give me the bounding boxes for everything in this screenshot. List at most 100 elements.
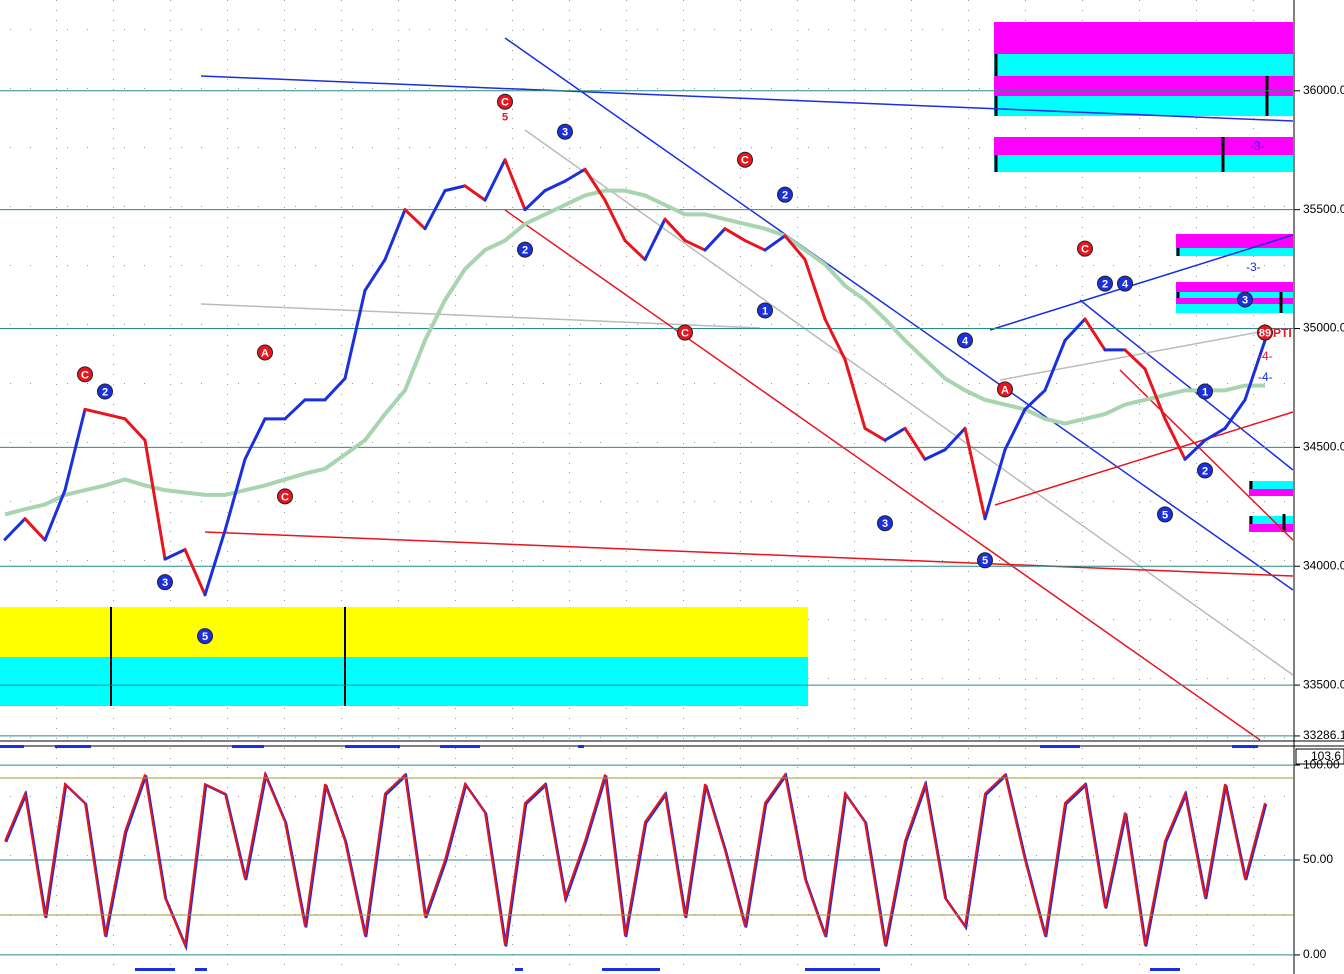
wave-marker xyxy=(277,488,293,505)
price-segment xyxy=(1063,317,1087,342)
price-segment xyxy=(663,217,687,243)
current-value-box xyxy=(1295,748,1344,765)
price-label: PTI xyxy=(1273,326,1292,340)
price-segment xyxy=(803,258,827,321)
price-segment xyxy=(483,158,507,202)
price-segment xyxy=(363,258,387,292)
wave-label: C xyxy=(81,369,89,381)
wave-label: C xyxy=(501,97,509,109)
price-segment xyxy=(183,548,207,597)
wave-label: 5 xyxy=(502,112,508,124)
signal-bars xyxy=(0,745,1258,971)
price-segment xyxy=(443,184,467,193)
wave-marker xyxy=(557,123,573,140)
price-segment xyxy=(903,426,927,461)
y-tick-label: 35500.0 xyxy=(1303,202,1344,216)
wave-label: 2 xyxy=(1102,278,1108,290)
wave-marker xyxy=(1237,291,1253,308)
y-tick-label: 50.00 xyxy=(1303,852,1333,866)
price-segment xyxy=(863,426,887,442)
wave-label: 5 xyxy=(202,631,208,643)
wave-marker xyxy=(757,302,773,319)
price-segment xyxy=(23,517,47,542)
price-segment xyxy=(1003,407,1027,452)
trend-lines xyxy=(200,37,1294,741)
price-segment xyxy=(543,179,567,193)
zone-label: -4- xyxy=(1258,370,1273,384)
wave-label: 3 xyxy=(562,127,568,139)
zone-label: -3- xyxy=(1246,260,1261,274)
wave-label: 3 xyxy=(162,577,168,589)
price-segment xyxy=(983,448,1007,521)
wave-marker xyxy=(197,628,213,645)
wave-label: C xyxy=(281,491,289,503)
price-segment xyxy=(1123,348,1147,371)
wave-label: C xyxy=(741,155,749,167)
y-tick-label: 33500.0 xyxy=(1303,677,1344,691)
wave-label: 2 xyxy=(1202,465,1208,477)
wave-label: 5 xyxy=(982,555,988,567)
price-segment xyxy=(403,208,427,231)
price-segment xyxy=(743,239,767,252)
zone-label: -4- xyxy=(1258,349,1273,363)
wave-marker xyxy=(877,515,893,532)
y-tick-label: 0.00 xyxy=(1303,947,1327,961)
price-segment xyxy=(583,167,607,202)
price-segment xyxy=(683,239,707,252)
y-tick-label: 100.00 xyxy=(1303,757,1340,771)
price-segment xyxy=(3,517,27,541)
price-segment xyxy=(1043,338,1067,392)
moving-average xyxy=(4,188,1265,517)
y-tick-label: 34000.0 xyxy=(1303,558,1344,572)
wave-label: 3 xyxy=(882,518,888,530)
wave-marker xyxy=(497,93,513,110)
wave-marker xyxy=(777,186,793,203)
oscillator-line xyxy=(4,771,1266,950)
price-segment xyxy=(783,234,807,262)
price-segment xyxy=(283,398,307,421)
price-segment xyxy=(763,234,787,252)
price-segment xyxy=(883,426,907,442)
wave-marker xyxy=(1117,275,1133,292)
price-segment xyxy=(603,198,627,243)
price-segment xyxy=(463,184,487,202)
y-tick-label: 33286.1 xyxy=(1303,728,1344,742)
wave-marker xyxy=(97,383,113,400)
price-segment xyxy=(1143,367,1167,421)
price-segment xyxy=(843,357,867,430)
wave-label: 4 xyxy=(1122,278,1129,290)
wave-label: 2 xyxy=(782,190,788,202)
zone-label: -3- xyxy=(1250,139,1265,153)
price-segment xyxy=(963,426,987,521)
wave-marker xyxy=(77,366,93,383)
price-segment xyxy=(223,457,247,533)
price-segment xyxy=(203,529,227,597)
wave-marker xyxy=(1097,275,1113,292)
price-segment xyxy=(343,288,367,380)
price-segment xyxy=(103,412,127,421)
price-segment xyxy=(323,376,347,402)
price-segment xyxy=(703,227,727,252)
wave-marker xyxy=(737,151,753,168)
price-segment xyxy=(923,448,947,461)
price-segment xyxy=(1223,398,1247,430)
wave-label: 1 xyxy=(1202,386,1208,398)
price-segment xyxy=(1203,426,1227,442)
price-segment xyxy=(63,407,87,492)
y-tick-label: 34500.0 xyxy=(1303,440,1344,454)
price-segment xyxy=(1083,317,1107,352)
price-segment xyxy=(823,317,847,361)
price-segment xyxy=(163,548,187,561)
price-segment xyxy=(1183,438,1207,461)
wave-marker xyxy=(157,574,173,591)
price-segment xyxy=(143,438,167,561)
price-segment xyxy=(1163,417,1187,461)
wave-marker xyxy=(517,241,533,258)
wave-marker xyxy=(1077,240,1093,257)
price-segment xyxy=(623,239,647,262)
price-segment xyxy=(523,189,547,212)
wave-label: A xyxy=(1001,384,1009,396)
wave-label: 2 xyxy=(522,245,528,257)
price-segment xyxy=(83,407,107,416)
